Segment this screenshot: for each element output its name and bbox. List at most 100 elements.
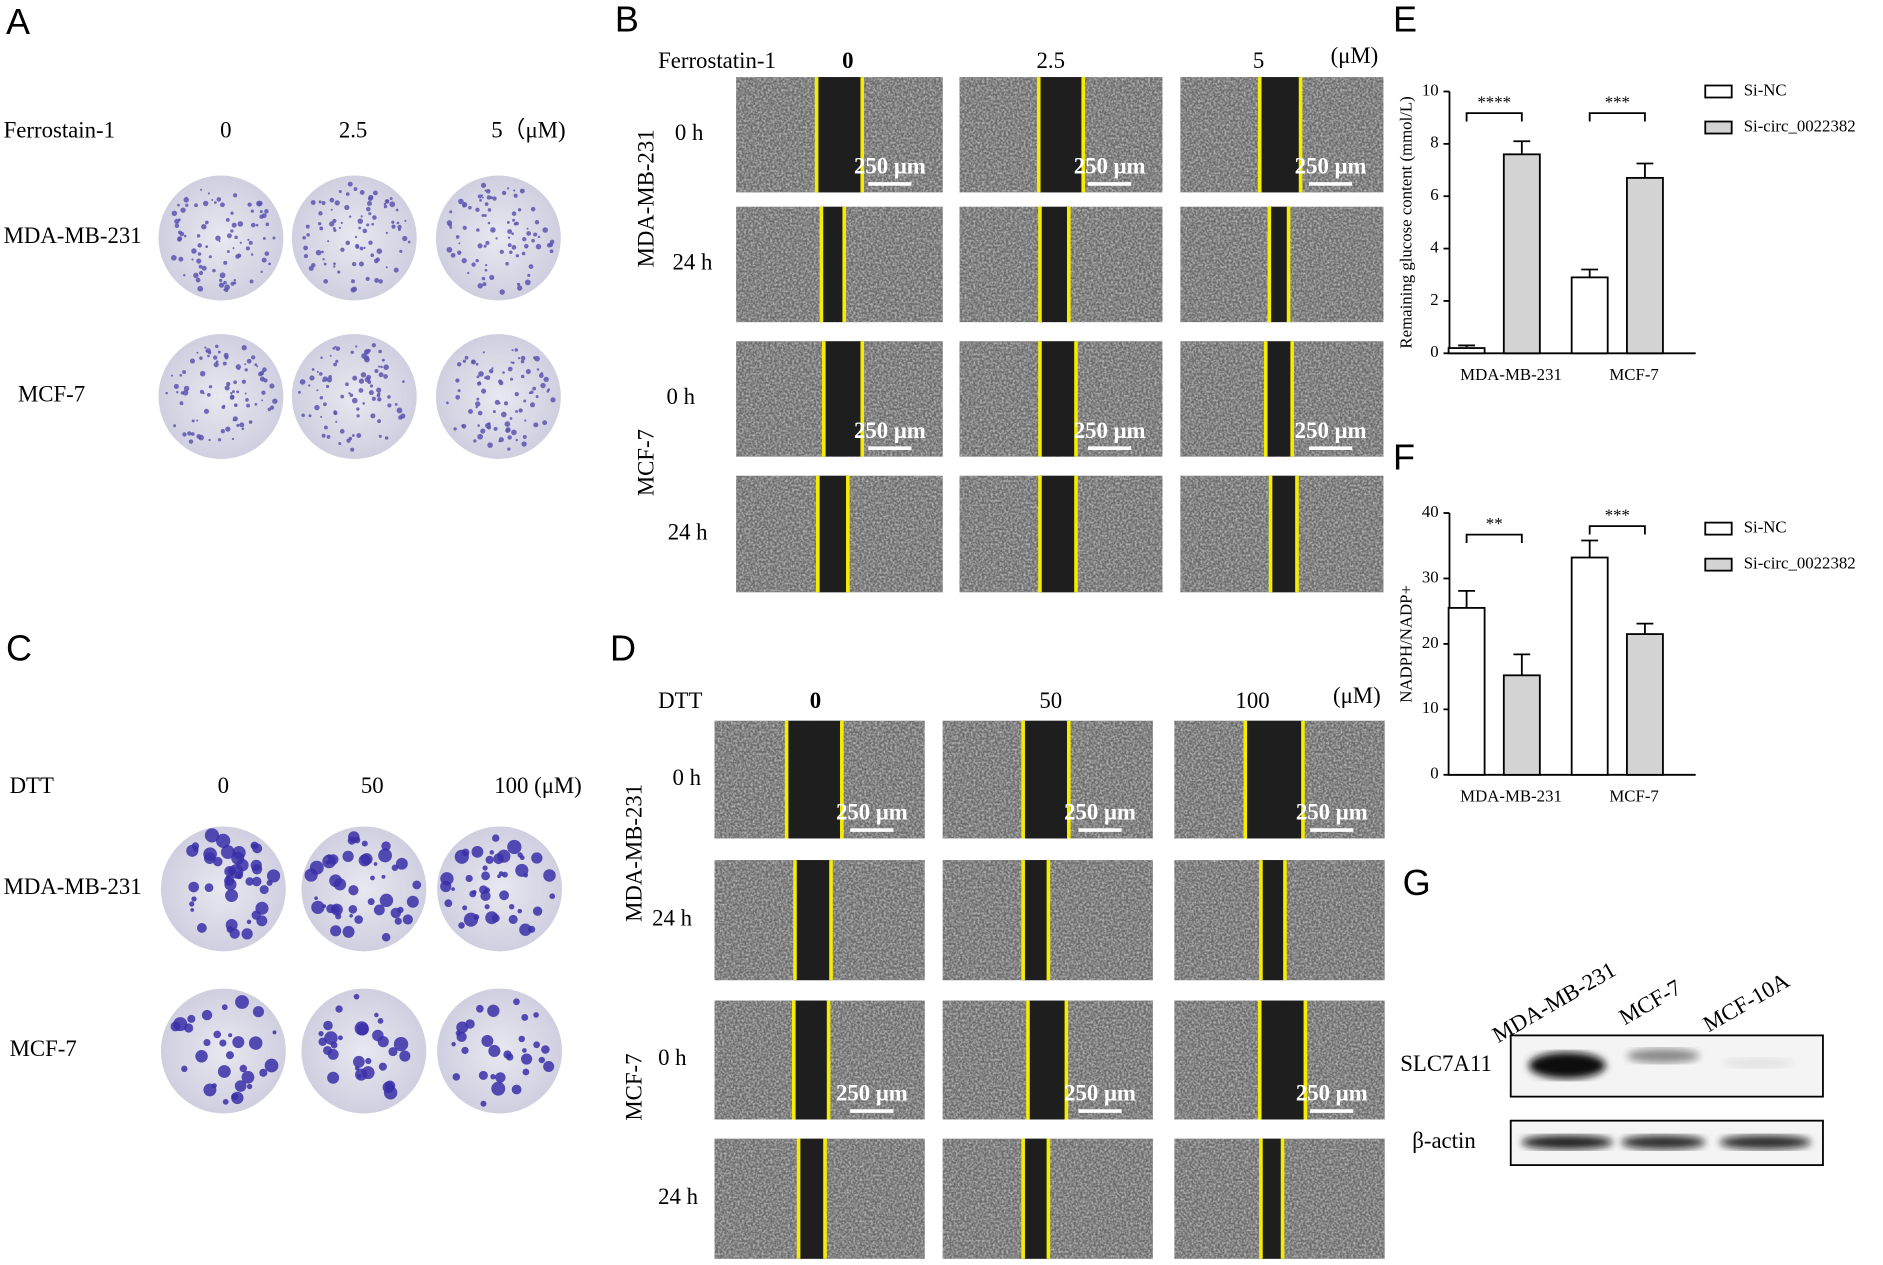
bar bbox=[1570, 556, 1609, 776]
wound-gap bbox=[786, 720, 842, 839]
colony bbox=[499, 249, 504, 255]
colony bbox=[373, 862, 378, 866]
dose-label: 0 bbox=[842, 48, 853, 73]
colony bbox=[349, 393, 354, 398]
y-tick-label: 0 bbox=[1430, 342, 1438, 361]
colony bbox=[311, 900, 325, 914]
wound-gap bbox=[1027, 1000, 1067, 1120]
colony bbox=[399, 249, 403, 253]
colony bbox=[171, 210, 178, 217]
colony bbox=[335, 420, 338, 423]
colony bbox=[507, 447, 511, 451]
colony bbox=[511, 349, 514, 352]
colony bbox=[457, 250, 462, 255]
colony bbox=[451, 1041, 456, 1047]
colony bbox=[344, 204, 350, 211]
colony bbox=[523, 399, 527, 403]
colony bbox=[217, 350, 221, 354]
colony bbox=[321, 250, 324, 254]
colony bbox=[249, 279, 254, 284]
colony bbox=[224, 878, 237, 891]
colony bbox=[208, 255, 212, 259]
significance-bracket bbox=[1588, 525, 1646, 535]
time-label: 0 h bbox=[658, 1045, 687, 1070]
colony bbox=[196, 419, 199, 422]
colony bbox=[471, 262, 476, 267]
colony bbox=[498, 380, 504, 386]
colony bbox=[394, 402, 398, 406]
colony bbox=[250, 209, 254, 213]
colony bbox=[394, 917, 402, 925]
colony bbox=[549, 249, 554, 254]
treatment: Ferrostatin-1 bbox=[658, 48, 776, 73]
colony bbox=[220, 845, 235, 860]
colony bbox=[208, 385, 213, 389]
colony bbox=[256, 200, 262, 207]
colony bbox=[517, 285, 523, 291]
colony bbox=[479, 199, 482, 202]
colony bbox=[487, 208, 492, 212]
colony bbox=[482, 282, 487, 287]
colony bbox=[412, 880, 422, 890]
colony bbox=[203, 408, 210, 414]
colony bbox=[220, 429, 225, 434]
wound-gap bbox=[1245, 720, 1303, 839]
protein-label: β-actin bbox=[1412, 1128, 1476, 1153]
colony bbox=[489, 274, 495, 280]
colony bbox=[370, 413, 376, 419]
colony bbox=[524, 243, 529, 249]
colony bbox=[354, 915, 363, 924]
colony bbox=[181, 1065, 188, 1073]
colony bbox=[197, 285, 204, 292]
significance-label: *** bbox=[1605, 92, 1630, 111]
colony bbox=[512, 218, 516, 222]
colony bbox=[483, 214, 487, 217]
colony bbox=[189, 358, 196, 364]
colony bbox=[355, 345, 358, 348]
colony bbox=[515, 254, 520, 258]
dish bbox=[435, 334, 561, 459]
colony bbox=[256, 365, 259, 368]
dose-label: 50 bbox=[361, 773, 384, 798]
colony bbox=[360, 853, 373, 865]
colony bbox=[389, 197, 393, 201]
colony bbox=[183, 385, 190, 392]
colony bbox=[223, 280, 227, 285]
colony bbox=[174, 223, 180, 229]
colony bbox=[334, 200, 340, 206]
colony bbox=[518, 408, 523, 413]
colony bbox=[320, 415, 323, 418]
colony bbox=[481, 1035, 494, 1047]
colony bbox=[499, 289, 505, 295]
dose-label: 5 bbox=[1253, 48, 1264, 73]
colony bbox=[215, 235, 221, 241]
colony bbox=[485, 264, 488, 267]
colony bbox=[517, 282, 521, 286]
colony bbox=[195, 1050, 208, 1063]
colony bbox=[205, 245, 209, 249]
colony bbox=[356, 433, 362, 438]
lane-label: MCF-7 bbox=[1615, 975, 1686, 1030]
colony bbox=[246, 1083, 253, 1090]
colony bbox=[342, 850, 354, 863]
colony bbox=[225, 217, 230, 222]
legend-swatch bbox=[1704, 84, 1733, 99]
colony bbox=[517, 908, 523, 914]
colony bbox=[261, 390, 266, 395]
colony bbox=[519, 188, 525, 194]
colony bbox=[184, 1023, 194, 1033]
colony bbox=[509, 250, 513, 254]
colony bbox=[521, 1014, 529, 1021]
colony bbox=[513, 998, 520, 1006]
colony bbox=[231, 222, 237, 228]
colony bbox=[543, 1061, 555, 1073]
colony bbox=[261, 213, 267, 219]
dose-label: 100 (μM) bbox=[494, 773, 582, 798]
colony bbox=[509, 417, 513, 420]
colony bbox=[385, 199, 389, 203]
colony bbox=[534, 355, 540, 362]
colony bbox=[247, 202, 252, 207]
colony bbox=[248, 240, 253, 245]
colony bbox=[485, 188, 491, 194]
colony bbox=[402, 914, 413, 925]
